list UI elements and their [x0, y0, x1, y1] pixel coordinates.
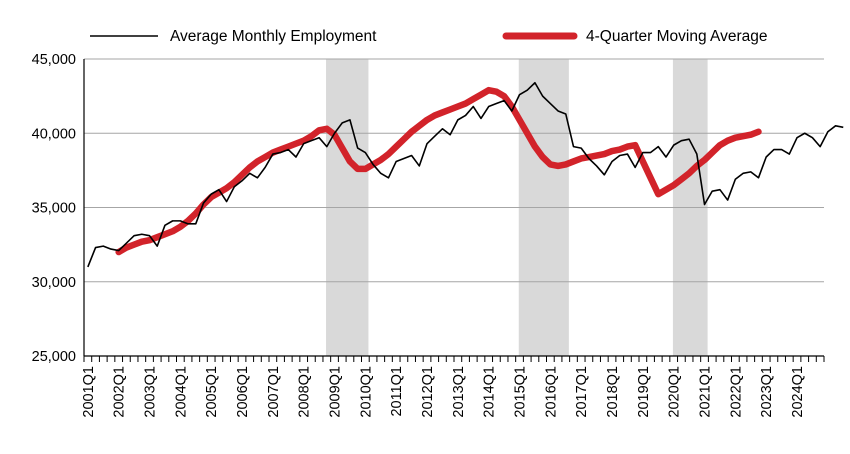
x-tick-label: 2005Q1 [204, 366, 220, 418]
x-tick-label: 2011Q1 [389, 366, 405, 417]
axes: 25,000 30,000 35,000 40,000 45,000 2001Q1 2002… [32, 52, 825, 418]
x-tick-label: 2003Q1 [143, 366, 159, 418]
series-line-moving-average [115, 86, 762, 256]
x-tick-label: 2001Q1 [81, 366, 97, 418]
x-tick-label: 2006Q1 [235, 366, 251, 418]
y-tick-label: 30,000 [32, 275, 76, 291]
x-tick-label: 2022Q1 [728, 366, 744, 418]
y-tick-label: 40,000 [32, 126, 76, 142]
x-tick-label: 2023Q1 [759, 366, 775, 418]
legend: Average Monthly Employment 4-Quarter Mov… [90, 28, 768, 45]
x-tick-label: 2012Q1 [420, 366, 436, 418]
x-tick-label: 2010Q1 [358, 366, 374, 418]
x-tick-label: 2008Q1 [297, 366, 313, 418]
x-tick-label: 2002Q1 [112, 366, 128, 418]
series-line-employment [87, 81, 844, 268]
x-tick-label: 2004Q1 [173, 366, 189, 418]
x-tick-label: 2021Q1 [698, 366, 714, 418]
legend-label-moving-average: 4-Quarter Moving Average [586, 28, 768, 45]
x-tick-label: 2017Q1 [574, 366, 590, 418]
y-tick-label: 35,000 [32, 201, 76, 217]
series [87, 81, 844, 268]
gridlines [84, 58, 824, 357]
x-tick-label: 2009Q1 [328, 366, 344, 418]
x-tick-label: 2018Q1 [605, 366, 621, 418]
y-tick-label: 25,000 [32, 349, 76, 365]
x-tick-label: 2007Q1 [266, 366, 282, 418]
x-tick-label: 2019Q1 [636, 366, 652, 418]
x-tick-label: 2014Q1 [482, 366, 498, 418]
x-tick-label: 2015Q1 [513, 366, 529, 418]
x-tick-label: 2024Q1 [790, 366, 806, 418]
legend-label-employment: Average Monthly Employment [170, 28, 377, 45]
x-tick-label: 2016Q1 [543, 366, 559, 418]
y-tick-label: 45,000 [32, 52, 76, 68]
x-tick-label: 2020Q1 [667, 366, 683, 418]
x-tick-label: 2013Q1 [451, 366, 467, 418]
